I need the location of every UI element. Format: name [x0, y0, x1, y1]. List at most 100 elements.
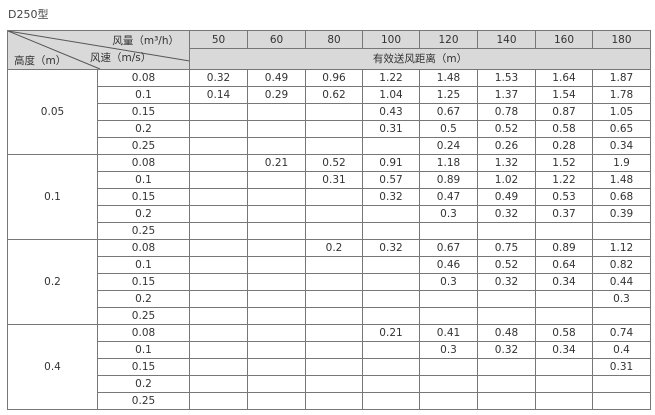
distance-cell: [592, 375, 651, 393]
table-row: 0.2 0.3 0.32 0.37 0.39: [8, 205, 651, 223]
distance-cell: 0.34: [535, 273, 593, 291]
distance-cell: [189, 188, 248, 206]
height-header-label: 高度（m）: [14, 55, 67, 67]
distance-cell: [247, 256, 306, 274]
distance-cell: [362, 341, 420, 359]
distance-cell: [189, 358, 248, 376]
flow-column-header: 50: [189, 30, 248, 49]
distance-cell: 0.89: [419, 171, 478, 189]
distance-cell: [535, 222, 593, 240]
distance-cell: 0.34: [592, 137, 651, 155]
table-row: 0.1 0.3 0.32 0.34 0.4: [8, 341, 651, 359]
table-row: 0.25: [8, 307, 651, 325]
distance-cell: 0.32: [477, 273, 536, 291]
distance-cell: 1.64: [535, 69, 593, 87]
distance-cell: 0.58: [535, 120, 593, 138]
distance-cell: [362, 205, 420, 223]
height-cell: 0.2: [7, 239, 98, 325]
table-row: 0.2 0.08 0.2 0.32 0.67 0.75 0.89 1.12: [7, 239, 651, 325]
distance-cell: 0.29: [247, 86, 306, 104]
distance-cell: [535, 358, 593, 376]
table-row: 0.4 0.08 0.21 0.41 0.48 0.58 0.74: [7, 324, 651, 410]
distance-cell: 1.87: [592, 69, 651, 87]
speed-cell: 0.25: [97, 392, 190, 410]
flow-column-header: 80: [305, 30, 363, 49]
height-cell: 0.4: [7, 324, 98, 410]
distance-cell: [535, 392, 593, 410]
distance-cell: [305, 120, 363, 138]
speed-cell: 0.1: [97, 171, 190, 189]
distance-cell: 1.54: [535, 86, 593, 104]
distance-cell: [247, 341, 306, 359]
distance-cell: 1.12: [592, 239, 651, 257]
distance-cell: 0.67: [419, 239, 478, 257]
distance-cell: [305, 358, 363, 376]
distance-cell: [362, 392, 420, 410]
distance-cell: 0.41: [419, 324, 478, 342]
speed-cell: 0.08: [97, 154, 190, 172]
distance-cell: [305, 273, 363, 291]
distance-cell: [189, 375, 248, 393]
distance-cell: 0.32: [477, 341, 536, 359]
speed-cell: 0.08: [97, 69, 190, 87]
distance-cell: 1.48: [419, 69, 478, 87]
distance-cell: 0.14: [189, 86, 248, 104]
flow-column-header: 160: [535, 30, 593, 49]
distance-cell: [477, 392, 536, 410]
distance-cell: [247, 171, 306, 189]
distance-cell: [247, 137, 306, 155]
distance-cell: 0.62: [305, 86, 363, 104]
distance-cell: 1.78: [592, 86, 651, 104]
distance-cell: 0.65: [592, 120, 651, 138]
distance-cell: 0.3: [592, 290, 651, 308]
table-row: 0.15 0.3 0.32 0.34 0.44: [8, 273, 651, 291]
speed-cell: 0.15: [97, 273, 190, 291]
table-row: 0.1 0.46 0.52 0.64 0.82: [8, 256, 651, 274]
diagonal-lines: [8, 31, 189, 69]
distance-cell: 0.5: [419, 120, 478, 138]
distance-cell: 0.48: [477, 324, 536, 342]
distance-cell: 0.49: [477, 188, 536, 206]
distance-cell: 0.4: [592, 341, 651, 359]
distance-cell: 0.58: [535, 324, 593, 342]
speed-cell: 0.25: [97, 222, 190, 240]
distance-cell: 0.89: [535, 239, 593, 257]
speed-cell: 0.2: [97, 205, 190, 223]
speed-cell: 0.25: [97, 307, 190, 325]
airflow-distance-table: 风量（m³/h） 风速（m/s） 高度（m） 50 60 80 100 120 140 16…: [7, 30, 651, 410]
table-row: 0.15 0.43 0.67 0.78 0.87 1.05: [8, 103, 651, 121]
distance-cell: 0.31: [592, 358, 651, 376]
distance-cell: 0.87: [535, 103, 593, 121]
distance-cell: [247, 205, 306, 223]
distance-cell: [535, 375, 593, 393]
distance-cell: [189, 239, 248, 257]
table-row: 0.15 0.32 0.47 0.49 0.53 0.68: [8, 188, 651, 206]
speed-cell: 0.1: [97, 256, 190, 274]
distance-cell: [362, 222, 420, 240]
table-title: D250型: [8, 8, 49, 21]
distance-cell: 0.75: [477, 239, 536, 257]
distance-cell: 0.52: [305, 154, 363, 172]
distance-cell: [535, 290, 593, 308]
distance-cell: 1.05: [592, 103, 651, 121]
distance-cell: [189, 341, 248, 359]
distance-cell: 1.52: [535, 154, 593, 172]
distance-cell: [247, 239, 306, 257]
distance-header-label: 有效送风距离（m）: [189, 48, 651, 70]
speed-cell: 0.15: [97, 103, 190, 121]
distance-cell: [305, 222, 363, 240]
distance-cell: 0.32: [189, 69, 248, 87]
distance-cell: [189, 171, 248, 189]
distance-cell: [419, 290, 478, 308]
distance-cell: 0.28: [535, 137, 593, 155]
distance-cell: [189, 256, 248, 274]
table-row: 0.2 0.3: [8, 290, 651, 308]
distance-cell: [189, 307, 248, 325]
table-row: 0.25: [8, 222, 651, 240]
distance-cell: [189, 290, 248, 308]
distance-cell: [189, 137, 248, 155]
distance-cell: [189, 324, 248, 342]
speed-cell: 0.1: [97, 86, 190, 104]
table-row: 0.2: [8, 375, 651, 393]
distance-cell: 1.22: [362, 69, 420, 87]
